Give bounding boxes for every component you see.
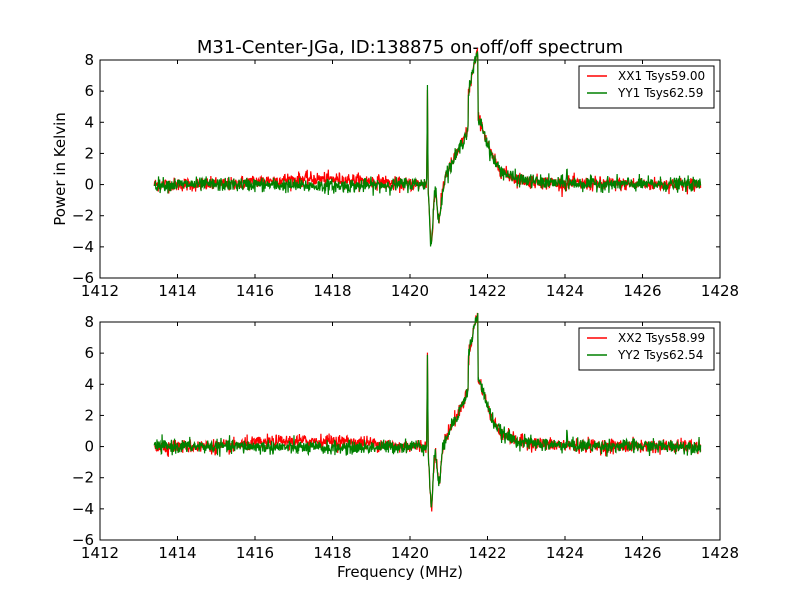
y-tick-label: 2 xyxy=(84,144,94,162)
x-tick-label: 1422 xyxy=(468,282,506,300)
y-axis-label: Power in Kelvin xyxy=(51,112,69,226)
x-tick-label: 1418 xyxy=(313,544,351,562)
x-tick-label: 1412 xyxy=(81,282,119,300)
y-tick-label: 4 xyxy=(84,113,94,131)
series-line-1 xyxy=(153,313,702,508)
legend-label: YY2 Tsys62.54 xyxy=(617,348,703,362)
top-panel: 1412 1414 1416 1418 1420 1422 1424 1426 1428 −6 −4… xyxy=(51,47,739,300)
y-tick-label: −6 xyxy=(72,269,94,287)
y-tick-label: 6 xyxy=(84,344,94,362)
y-tick-label: −4 xyxy=(72,238,94,256)
legend-label: XX1 Tsys59.00 xyxy=(618,69,705,83)
y-tick-label: 4 xyxy=(84,375,94,393)
legend-label: YY1 Tsys62.59 xyxy=(617,86,703,100)
legend-box xyxy=(578,327,715,371)
x-tick-label: 1426 xyxy=(623,282,661,300)
y-tick-label: 0 xyxy=(84,438,94,456)
x-tick-label: 1428 xyxy=(701,282,739,300)
x-tick-label: 1414 xyxy=(158,282,196,300)
series-line-1 xyxy=(153,51,702,247)
x-tick-label: 1424 xyxy=(546,282,584,300)
x-tick-label: 1420 xyxy=(391,544,429,562)
x-tick-label: 1420 xyxy=(391,282,429,300)
legend-label: XX2 Tsys58.99 xyxy=(618,331,705,345)
x-tick-label: 1414 xyxy=(158,544,196,562)
y-tick-label: −4 xyxy=(72,500,94,518)
y-tick-label: −2 xyxy=(72,207,94,225)
y-tick-label: 0 xyxy=(84,176,94,194)
x-tick-label: 1426 xyxy=(623,544,661,562)
x-axis-label: Frequency (MHz) xyxy=(337,563,463,581)
x-tick-label: 1416 xyxy=(236,282,274,300)
y-tick-label: −2 xyxy=(72,469,94,487)
x-tick-label: 1428 xyxy=(701,544,739,562)
y-tick-label: 2 xyxy=(84,406,94,424)
y-tick-label: 8 xyxy=(84,51,94,69)
x-tick-label: 1422 xyxy=(468,544,506,562)
x-tick-label: 1418 xyxy=(313,282,351,300)
x-tick-label: 1412 xyxy=(81,544,119,562)
x-tick-label: 1416 xyxy=(236,544,274,562)
y-tick-label: 8 xyxy=(84,313,94,331)
bottom-panel: 1412 1414 1416 1418 1420 1422 1424 1426 1428 −6 −4… xyxy=(72,312,739,581)
y-tick-label: 6 xyxy=(84,82,94,100)
figure-title: M31-Center-JGa, ID:138875 on-off/off spe… xyxy=(197,37,623,58)
x-tick-label: 1424 xyxy=(546,544,584,562)
legend-box xyxy=(578,65,715,109)
y-tick-label: −6 xyxy=(72,531,94,549)
